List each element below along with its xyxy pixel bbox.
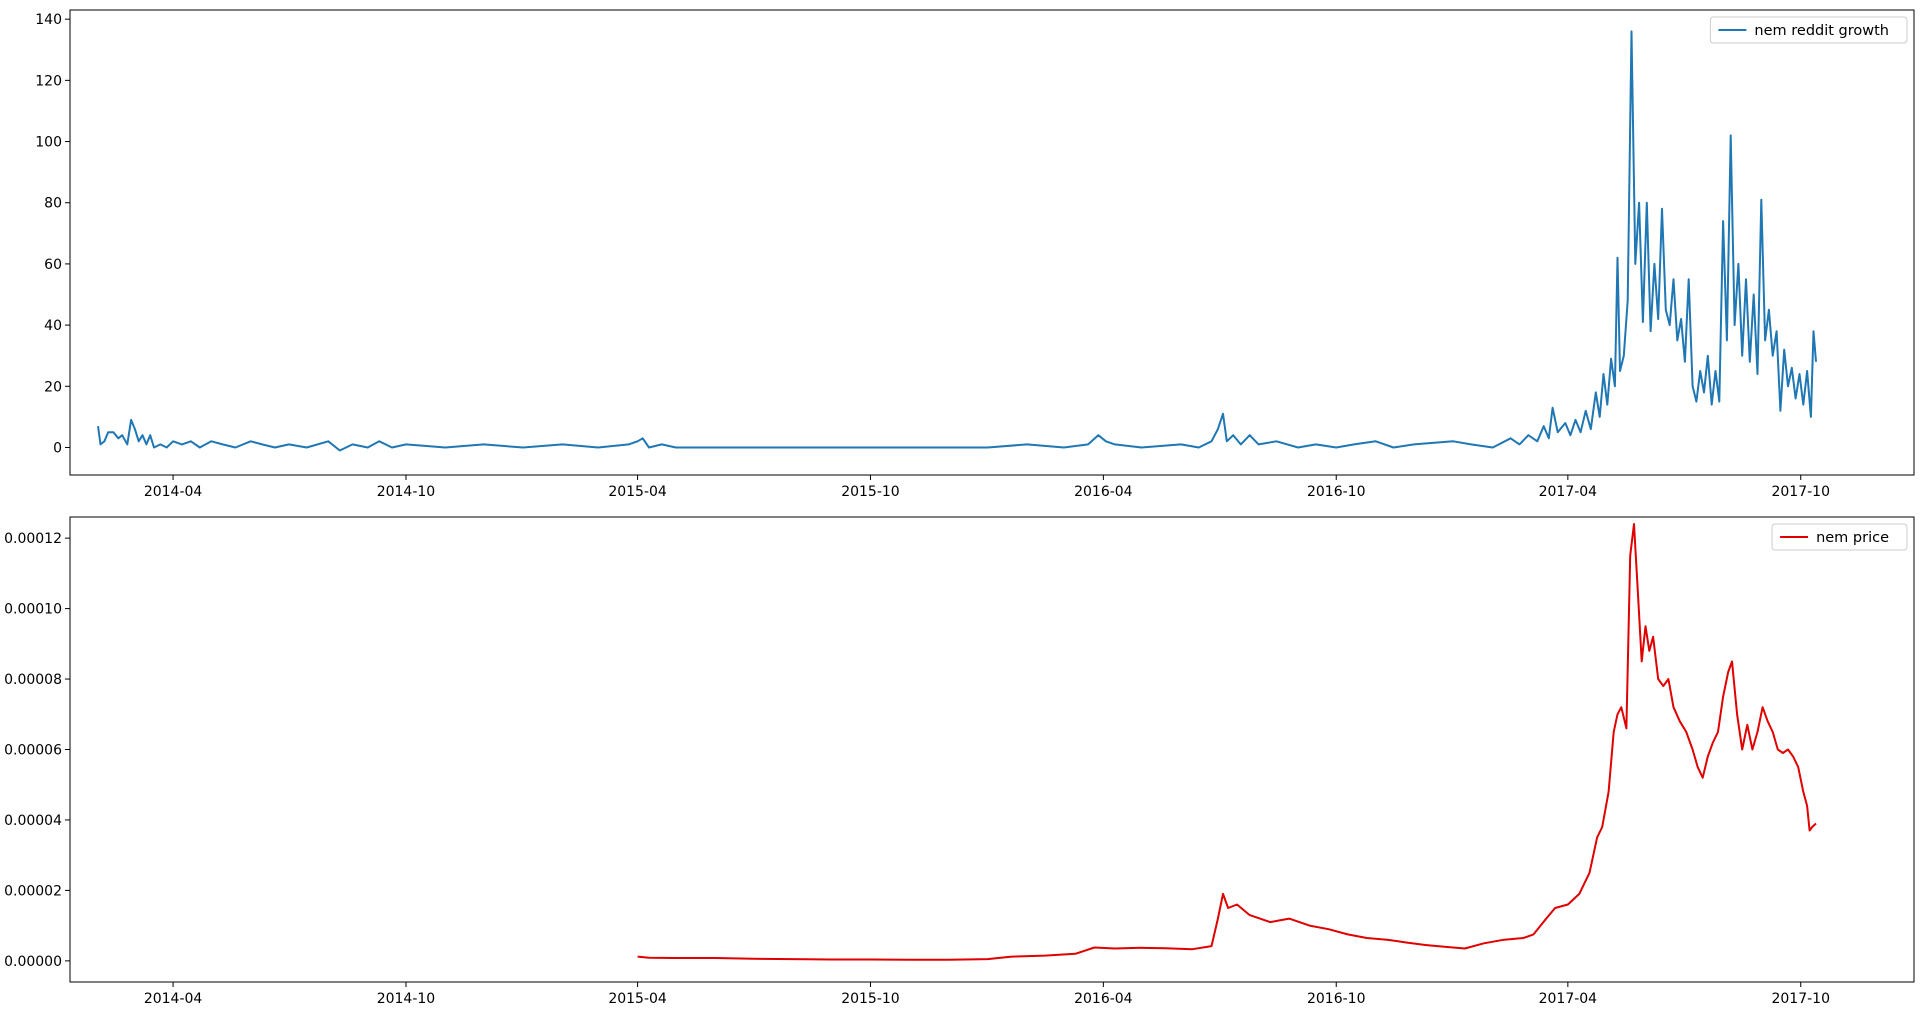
reddit-growth-y-tick-label: 0 [53, 440, 62, 456]
reddit-growth-x-tick-label: 2016-04 [1074, 484, 1133, 500]
reddit-growth-y-tick-label: 140 [35, 12, 62, 28]
reddit-growth-y-tick-label: 40 [44, 318, 62, 334]
price-y-tick-label: 0.00006 [4, 743, 62, 759]
price-series-line [637, 523, 1817, 961]
price-x-tick-label: 2017-04 [1539, 991, 1598, 1007]
price-x-axis: 2014-04 2014-10 2015-04 2015-10 2016-04 2016-… [144, 982, 1830, 1007]
price-legend-box [1771, 523, 1908, 551]
price-x-tick-label: 2016-04 [1074, 991, 1133, 1007]
price-series-layer [637, 523, 1817, 961]
price-axes: 2014-04 2014-10 2015-04 2015-10 2016-04 2016-… [4, 516, 1915, 1007]
price-y-axis: 0.00000 0.00002 0.00004 0.00006 0.00008 0.000… [4, 531, 70, 970]
price-y-tick-label: 0.00012 [4, 531, 62, 547]
price-legend: nem price [1771, 523, 1908, 551]
reddit-growth-x-tick-label: 2017-10 [1771, 484, 1830, 500]
reddit-growth-y-tick-label: 80 [44, 196, 62, 212]
reddit-growth-plot-frame [69, 9, 1915, 476]
reddit-growth-x-tick-label: 2014-04 [144, 484, 203, 500]
reddit-growth-legend-box [1709, 16, 1908, 44]
price-y-tick-label: 0.00004 [4, 813, 62, 829]
reddit-growth-x-tick-label: 2016-10 [1307, 484, 1366, 500]
price-legend-label: nem price [1816, 530, 1889, 546]
reddit-growth-x-tick-label: 2017-04 [1539, 484, 1598, 500]
price-x-tick-label: 2014-10 [377, 991, 436, 1007]
price-x-tick-label: 2016-10 [1307, 991, 1366, 1007]
reddit-growth-y-tick-label: 120 [35, 73, 62, 89]
price-y-tick-label: 0.00010 [4, 602, 62, 618]
reddit-growth-x-tick-label: 2015-04 [608, 484, 667, 500]
reddit-growth-axes: 2014-04 2014-10 2015-04 2015-10 2016-04 2016-… [35, 9, 1915, 500]
reddit-growth-x-tick-label: 2014-10 [377, 484, 436, 500]
price-y-tick-label: 0.00008 [4, 672, 62, 688]
reddit-growth-x-tick-label: 2015-10 [841, 484, 900, 500]
reddit-growth-y-tick-label: 60 [44, 257, 62, 273]
reddit-growth-legend: nem reddit growth [1709, 16, 1908, 44]
price-y-tick-label: 0.00002 [4, 883, 62, 899]
reddit-growth-y-axis: 0 20 40 60 80 100 120 140 [35, 12, 70, 456]
reddit-growth-y-tick-label: 100 [35, 135, 62, 151]
price-x-tick-label: 2017-10 [1771, 991, 1830, 1007]
price-y-tick-label: 0.00000 [4, 954, 62, 970]
price-x-tick-label: 2015-10 [841, 991, 900, 1007]
reddit-growth-x-axis: 2014-04 2014-10 2015-04 2015-10 2016-04 2016-… [144, 475, 1830, 500]
price-x-tick-label: 2015-04 [608, 991, 667, 1007]
reddit-growth-series-line [97, 30, 1817, 452]
reddit-growth-series-layer [97, 30, 1817, 452]
reddit-growth-legend-label: nem reddit growth [1754, 23, 1889, 39]
price-x-tick-label: 2014-04 [144, 991, 203, 1007]
reddit-growth-y-tick-label: 20 [44, 379, 62, 395]
